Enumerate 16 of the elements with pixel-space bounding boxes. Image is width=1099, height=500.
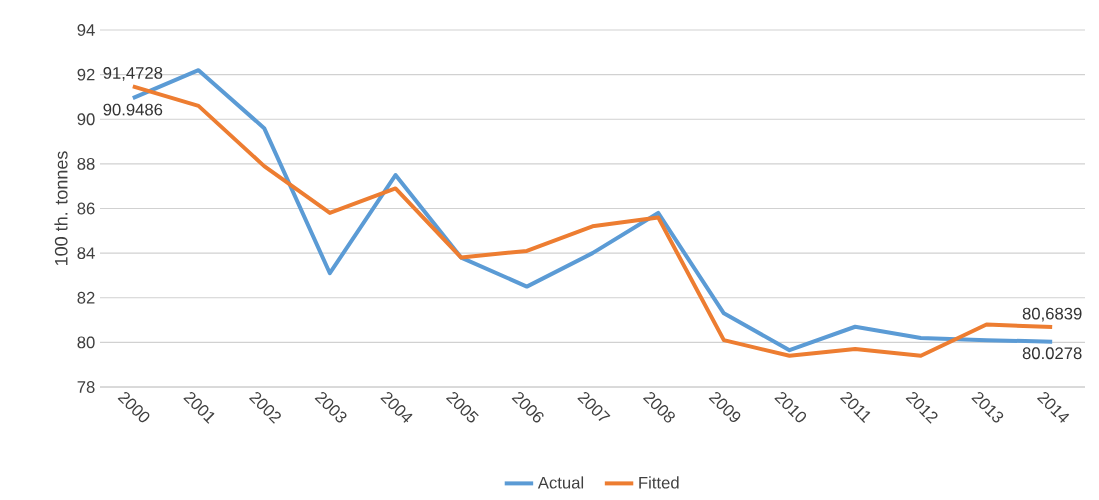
y-tick-label: 86 <box>77 202 95 215</box>
y-tick-label: 84 <box>77 247 95 260</box>
data-label: 80,6839 <box>1022 307 1082 322</box>
y-tick-label: 80 <box>77 336 95 349</box>
y-tick-label: 90 <box>77 113 95 126</box>
legend-label: Actual <box>537 476 584 489</box>
data-label: 91,4728 <box>103 67 163 81</box>
y-tick-label: 92 <box>77 68 95 81</box>
y-tick-label: 82 <box>77 291 95 304</box>
data-label: 80.0278 <box>1022 347 1082 360</box>
y-tick-label: 94 <box>77 24 95 36</box>
legend-label: Fitted <box>639 476 679 489</box>
y-axis-title: 100 th. tonnes <box>54 151 68 265</box>
data-label: 90.9486 <box>103 103 163 116</box>
y-tick-label: 78 <box>77 381 95 393</box>
y-tick-label: 88 <box>77 157 95 170</box>
